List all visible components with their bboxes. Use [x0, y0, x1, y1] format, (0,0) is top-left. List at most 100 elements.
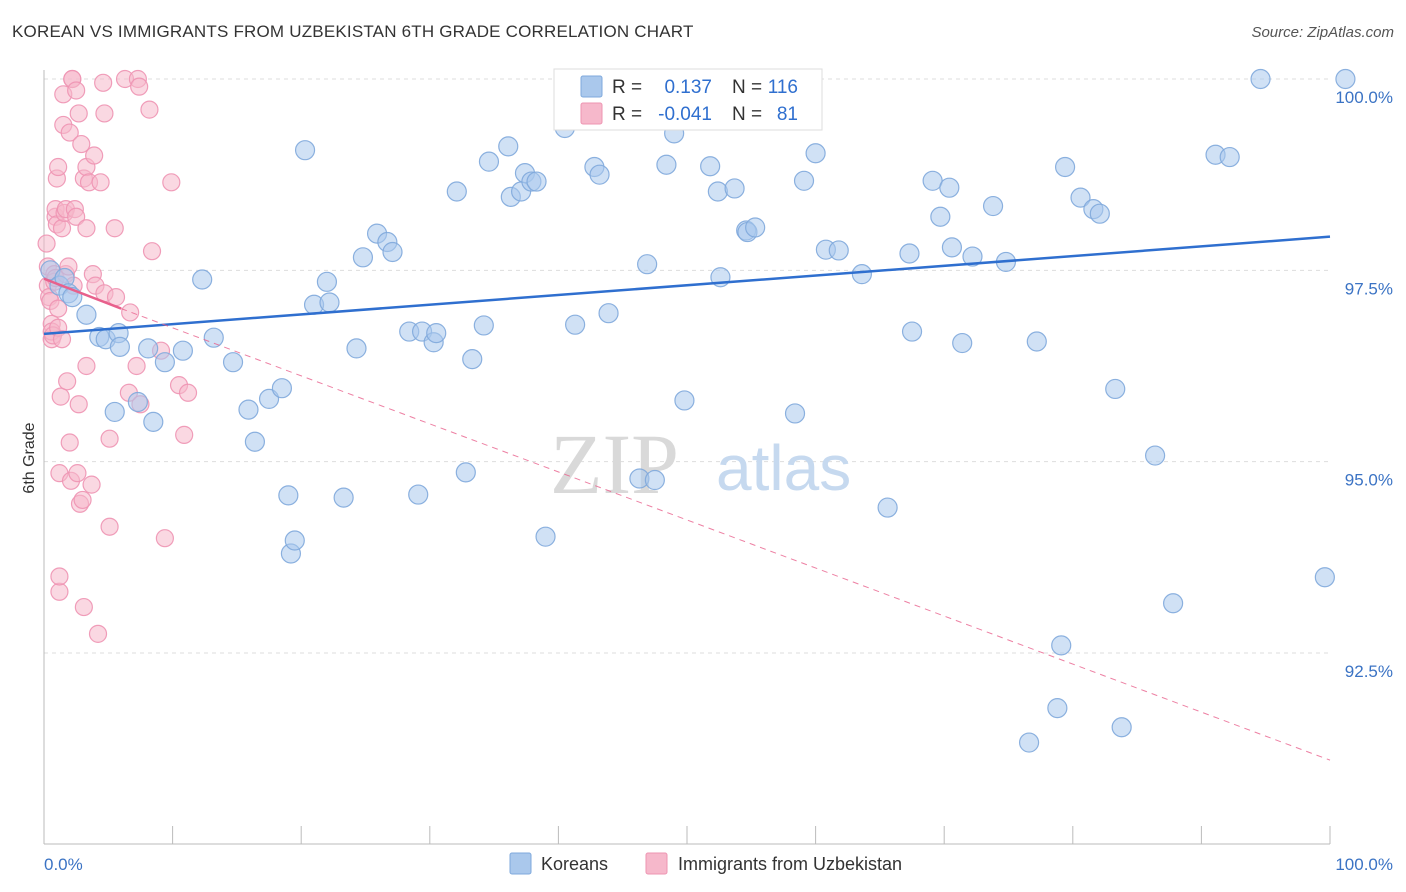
x-ticks — [43, 826, 1331, 844]
korean-point-57 — [598, 303, 619, 324]
korean-point-25 — [284, 530, 305, 551]
korean-r-value: 0.137 — [664, 77, 712, 98]
uzbekistan-point-71 — [130, 77, 149, 96]
uzbekistan-point-74 — [142, 242, 162, 261]
korean-point-28 — [316, 271, 338, 292]
uzbekistan-point-24 — [52, 219, 72, 238]
uzbekistan-point-58 — [91, 173, 110, 192]
korean-point-102 — [1145, 445, 1166, 466]
korean-point-18 — [222, 352, 244, 373]
korean-r-label: R = — [612, 77, 642, 98]
korean-point-22 — [271, 378, 293, 399]
uzbekistan-point-60 — [95, 104, 114, 123]
uzbekistan-point-47 — [74, 597, 93, 617]
korean-point-86 — [939, 177, 960, 198]
korean-point-65 — [674, 390, 695, 411]
korean-point-69 — [724, 178, 745, 199]
watermark-atlas: atlas — [716, 432, 851, 504]
korean-legend-swatch — [580, 75, 603, 98]
bottom-legend-koreans-swatch — [509, 852, 532, 875]
uzbekistan-point-21 — [50, 567, 69, 586]
y-tick-label-0: 100.0% — [1335, 88, 1393, 107]
uzbek-n-value: 81 — [777, 104, 798, 125]
uzbekistan-point-57 — [88, 624, 108, 643]
korean-point-9 — [104, 401, 125, 423]
bottom-legend-koreans-label: Koreans — [541, 854, 608, 874]
korean-point-66 — [700, 156, 721, 177]
korean-point-83 — [901, 321, 923, 342]
bottom-legend-uzbekistan-swatch — [645, 852, 668, 875]
x-tick-label-min: 0.0% — [44, 855, 83, 874]
korean-point-5 — [76, 304, 97, 325]
korean-point-60 — [637, 254, 658, 275]
uzbekistan-point-79 — [175, 425, 194, 444]
korean-point-97 — [1070, 187, 1091, 208]
uzbekistan-point-39 — [67, 81, 86, 100]
korean-point-79 — [828, 240, 849, 261]
uzbek-n-label: N = — [732, 104, 762, 125]
chart-title: KOREAN VS IMMIGRANTS FROM UZBEKISTAN 6TH… — [12, 22, 694, 41]
stats-legend: R = 0.137 N = 116 R = -0.041 N = 81 — [553, 68, 823, 131]
uzbekistan-point-76 — [155, 529, 174, 548]
uzbekistan-point-69 — [127, 356, 146, 376]
uzbekistan-point-19 — [50, 582, 69, 601]
uzbekistan-point-32 — [60, 123, 79, 142]
uzbekistan-point-55 — [85, 146, 104, 165]
korean-point-16 — [192, 269, 213, 290]
korean-point-43 — [462, 349, 483, 370]
watermark: ZIP atlas — [550, 416, 851, 512]
korean-point-30 — [333, 487, 354, 508]
korean-point-52 — [535, 526, 556, 547]
korean-point-89 — [962, 246, 983, 267]
korean-point-10 — [109, 336, 130, 357]
uzbekistan-point-68 — [121, 303, 140, 322]
korean-point-54 — [565, 314, 586, 335]
uzbekistan-point-53 — [82, 475, 101, 494]
uzbekistan-point-59 — [94, 73, 113, 92]
korean-point-12 — [138, 338, 159, 359]
uzbekistan-point-43 — [69, 395, 88, 414]
korean-point-15 — [172, 340, 193, 361]
korean-point-51 — [526, 171, 547, 192]
korean-point-13 — [143, 411, 164, 432]
y-axis-title: 6th Grade — [21, 422, 38, 493]
series-uzbekistan-points — [37, 69, 198, 643]
korean-point-67 — [707, 181, 728, 202]
korean-point-32 — [352, 247, 374, 268]
uzbekistan-point-80 — [178, 383, 198, 402]
korean-point-42 — [455, 462, 476, 483]
korean-point-41 — [446, 181, 467, 202]
korean-point-106 — [1250, 68, 1271, 90]
korean-point-105 — [1219, 146, 1240, 168]
korean-point-29 — [319, 292, 340, 313]
uzbek-r-label: R = — [612, 104, 642, 125]
korean-trend-line — [43, 235, 1331, 336]
korean-point-62 — [656, 154, 677, 175]
uzbekistan-point-64 — [105, 219, 124, 238]
korean-point-75 — [784, 403, 806, 424]
korean-point-46 — [498, 136, 519, 157]
korean-point-37 — [408, 484, 429, 505]
uzbekistan-point-73 — [140, 100, 159, 119]
trend-lines — [43, 235, 1331, 761]
korean-point-81 — [877, 497, 898, 518]
uzbekistan-point-17 — [49, 299, 68, 318]
korean-point-44 — [473, 315, 494, 336]
korean-point-77 — [805, 143, 826, 164]
korean-point-93 — [1026, 331, 1047, 352]
korean-point-96 — [1054, 156, 1076, 178]
korean-point-14 — [154, 352, 175, 373]
uzbek-r-value: -0.041 — [658, 104, 712, 125]
uzbekistan-point-45 — [72, 134, 91, 154]
uzbekistan-point-23 — [52, 330, 72, 349]
korean-point-23 — [278, 485, 299, 506]
korean-point-19 — [238, 399, 259, 420]
axes — [43, 70, 1330, 845]
korean-point-35 — [382, 241, 403, 263]
uzbekistan-point-63 — [100, 517, 119, 536]
uzbekistan-point-49 — [77, 219, 96, 238]
korean-point-80 — [851, 264, 872, 285]
korean-point-100 — [1105, 378, 1126, 400]
uzbekistan-point-22 — [51, 387, 70, 406]
uzbekistan-trend-line — [43, 277, 122, 310]
